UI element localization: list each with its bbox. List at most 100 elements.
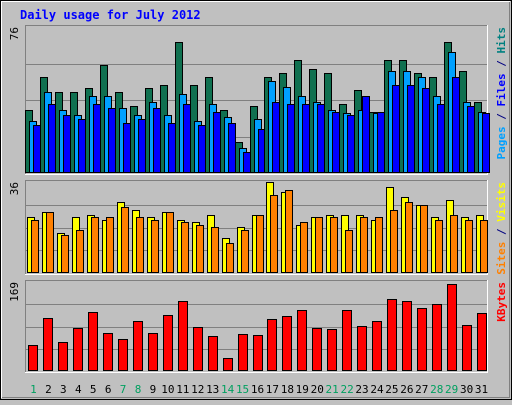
bar-files-day-18 [287,104,295,173]
bar-files-day-3 [63,115,71,173]
bar-files-day-10 [168,123,176,173]
x-tick-label-day-4: 4 [75,383,82,396]
bar-sites-day-5 [91,217,99,273]
bar-files-day-17 [272,102,280,173]
x-tick-label-day-19: 19 [296,383,309,396]
bar-files-day-1 [33,125,41,173]
bar-files-day-5 [93,104,101,173]
x-tick-label-day-14: 14 [221,383,235,396]
x-tick-label-day-12: 12 [191,383,204,396]
y-axis-label-part: KBytes [495,282,508,322]
x-tick-label-day-29: 29 [445,383,458,396]
bar-sites-day-25 [390,210,398,273]
bar-sites-day-18 [285,190,293,273]
bar-files-day-28 [437,104,445,173]
bar-kbytes-day-12 [193,327,203,371]
bar-kbytes-day-19 [297,310,307,371]
panel-traffic: 76 Pages / Files / Hits [8,25,508,175]
bar-files-day-7 [123,123,131,173]
bar-kbytes-day-1 [28,345,38,371]
x-axis-ticks: 1 2 3 4 5 6 7 8 9 10 11 12 13 14 15 16 17 18 19 20 21 22 23 24 2… [30,383,488,396]
chart-title: Daily usage for July 2012 [20,8,201,22]
bar-kbytes-day-6 [103,333,113,371]
bar-kbytes-day-11 [178,301,188,371]
bar-kbytes-day-20 [312,328,322,371]
bar-kbytes-day-18 [282,316,292,371]
x-tick-label-day-23: 23 [355,383,368,396]
bar-sites-day-10 [166,212,174,273]
y-max-label-kbytes: 169 [8,282,21,302]
bar-sites-day-28 [435,220,443,273]
bar-sites-day-22 [345,230,353,273]
bar-sites-day-9 [151,220,159,273]
x-tick-label-day-18: 18 [281,383,294,396]
x-tick-label-day-31: 31 [475,383,488,396]
bar-kbytes-day-16 [253,335,263,371]
bar-files-day-31 [482,113,490,173]
bar-kbytes-day-3 [58,342,68,371]
bar-kbytes-day-22 [342,310,352,371]
y-axis-label-part: / [495,54,508,74]
bar-kbytes-day-25 [387,299,397,371]
x-tick-label-day-26: 26 [400,383,413,396]
x-tick-label-day-7: 7 [120,383,127,396]
bar-sites-day-19 [300,222,308,273]
bar-files-day-13 [213,112,221,173]
bar-kbytes-day-15 [238,334,248,371]
bar-sites-day-4 [76,230,84,273]
bar-kbytes-day-23 [357,326,367,371]
bar-files-day-22 [347,115,355,173]
bar-files-day-29 [452,77,460,173]
bar-kbytes-day-14 [223,358,233,371]
x-tick-label-day-13: 13 [206,383,219,396]
bar-sites-day-31 [480,220,488,273]
panel-visitors: 36 Sites / Visits [8,180,508,275]
bar-kbytes-day-4 [73,328,83,371]
x-tick-label-day-8: 8 [135,383,142,396]
bar-sites-day-30 [465,220,473,273]
bar-sites-day-3 [61,235,69,273]
x-tick-label-day-5: 5 [90,383,97,396]
x-tick-label-day-21: 21 [326,383,339,396]
bar-files-day-9 [153,108,161,173]
bar-sites-day-27 [420,205,428,273]
bar-sites-day-20 [315,217,323,273]
x-tick-label-day-15: 15 [236,383,249,396]
bar-sites-day-2 [46,212,54,273]
bar-sites-day-16 [256,215,264,273]
bar-files-day-21 [332,112,340,173]
bar-files-day-2 [48,104,56,173]
x-tick-label-day-20: 20 [311,383,324,396]
y-axis-label-part: Files [495,73,508,106]
bar-kbytes-day-13 [208,336,218,371]
x-tick-label-day-25: 25 [385,383,398,396]
bar-files-day-20 [317,104,325,173]
bar-files-day-19 [302,104,310,173]
bar-files-day-4 [78,119,86,173]
bar-kbytes-day-29 [447,284,457,371]
y-max-label-visitors: 36 [8,182,21,195]
bar-sites-day-21 [330,217,338,273]
bar-files-day-23 [362,96,370,173]
bar-sites-day-14 [226,243,234,273]
bar-files-day-30 [467,106,475,173]
x-tick-label-day-16: 16 [251,383,264,396]
x-tick-label-day-2: 2 [45,383,52,396]
y-axis-label-kbytes: KBytes [495,282,508,322]
bar-files-day-11 [183,104,191,173]
bar-files-day-26 [407,85,415,173]
bar-sites-day-11 [181,222,189,273]
y-axis-label-part: / [495,222,508,242]
panel-kbytes: 169 KBytes [8,280,508,373]
y-axis-label-part: Visits [495,182,508,222]
x-tick-label-day-6: 6 [105,383,112,396]
bar-files-day-27 [422,88,430,173]
x-tick-label-day-1: 1 [30,383,37,396]
bar-sites-day-13 [211,227,219,273]
y-axis-label-part: Sites [495,242,508,275]
bar-files-day-12 [198,125,206,173]
bar-files-day-6 [108,108,116,173]
bar-sites-day-17 [270,195,278,273]
bar-files-day-14 [228,123,236,173]
x-tick-label-day-28: 28 [430,383,443,396]
